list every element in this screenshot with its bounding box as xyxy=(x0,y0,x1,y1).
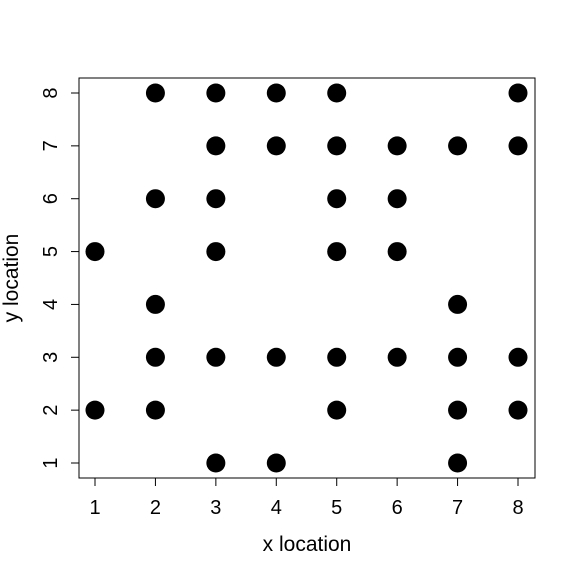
data-point xyxy=(145,189,165,209)
data-point xyxy=(266,136,286,156)
data-point xyxy=(387,136,407,156)
data-point xyxy=(448,400,468,420)
x-tick-label: 7 xyxy=(452,497,463,519)
data-point xyxy=(145,400,165,420)
data-point xyxy=(145,347,165,367)
x-tick-label: 5 xyxy=(331,497,342,519)
data-point xyxy=(266,453,286,473)
data-point xyxy=(145,294,165,314)
data-point xyxy=(206,136,226,156)
x-tick-label: 8 xyxy=(512,497,523,519)
x-tick-label: 3 xyxy=(210,497,221,519)
data-point xyxy=(206,347,226,367)
data-point xyxy=(448,136,468,156)
data-point xyxy=(508,136,528,156)
data-point xyxy=(145,83,165,103)
y-axis: 1 2 3 4 5 6 7 8 xyxy=(40,87,80,469)
data-point xyxy=(206,83,226,103)
data-point xyxy=(508,83,528,103)
data-point xyxy=(508,400,528,420)
y-axis-label: y location xyxy=(0,234,23,323)
y-tick-label: 6 xyxy=(40,193,62,204)
data-point xyxy=(327,189,347,209)
data-points xyxy=(85,83,528,473)
x-tick-label: 1 xyxy=(89,497,100,519)
data-point xyxy=(327,347,347,367)
data-point xyxy=(266,83,286,103)
plot-frame xyxy=(78,77,536,479)
x-tick-label: 2 xyxy=(150,497,161,519)
data-point xyxy=(85,400,105,420)
data-point xyxy=(85,242,105,262)
data-point xyxy=(448,453,468,473)
x-axis-label: x location xyxy=(263,533,352,556)
x-axis: 1 2 3 4 5 6 7 8 xyxy=(89,477,524,519)
data-point xyxy=(327,83,347,103)
data-point xyxy=(327,136,347,156)
y-tick-label: 7 xyxy=(40,140,62,151)
y-tick-label: 5 xyxy=(40,246,62,257)
x-tick-label: 6 xyxy=(392,497,403,519)
data-point xyxy=(387,189,407,209)
y-tick-label: 8 xyxy=(40,87,62,98)
data-point xyxy=(448,347,468,367)
data-point xyxy=(387,347,407,367)
data-point xyxy=(448,294,468,314)
y-tick-label: 2 xyxy=(40,405,62,416)
data-point xyxy=(266,347,286,367)
data-point xyxy=(327,400,347,420)
x-tick-label: 4 xyxy=(271,497,282,519)
data-point xyxy=(508,347,528,367)
data-point xyxy=(327,242,347,262)
data-point xyxy=(206,453,226,473)
y-tick-label: 3 xyxy=(40,352,62,363)
y-tick-label: 4 xyxy=(40,299,62,310)
y-tick-label: 1 xyxy=(40,457,62,468)
data-point xyxy=(206,189,226,209)
data-point xyxy=(206,242,226,262)
data-point xyxy=(387,242,407,262)
